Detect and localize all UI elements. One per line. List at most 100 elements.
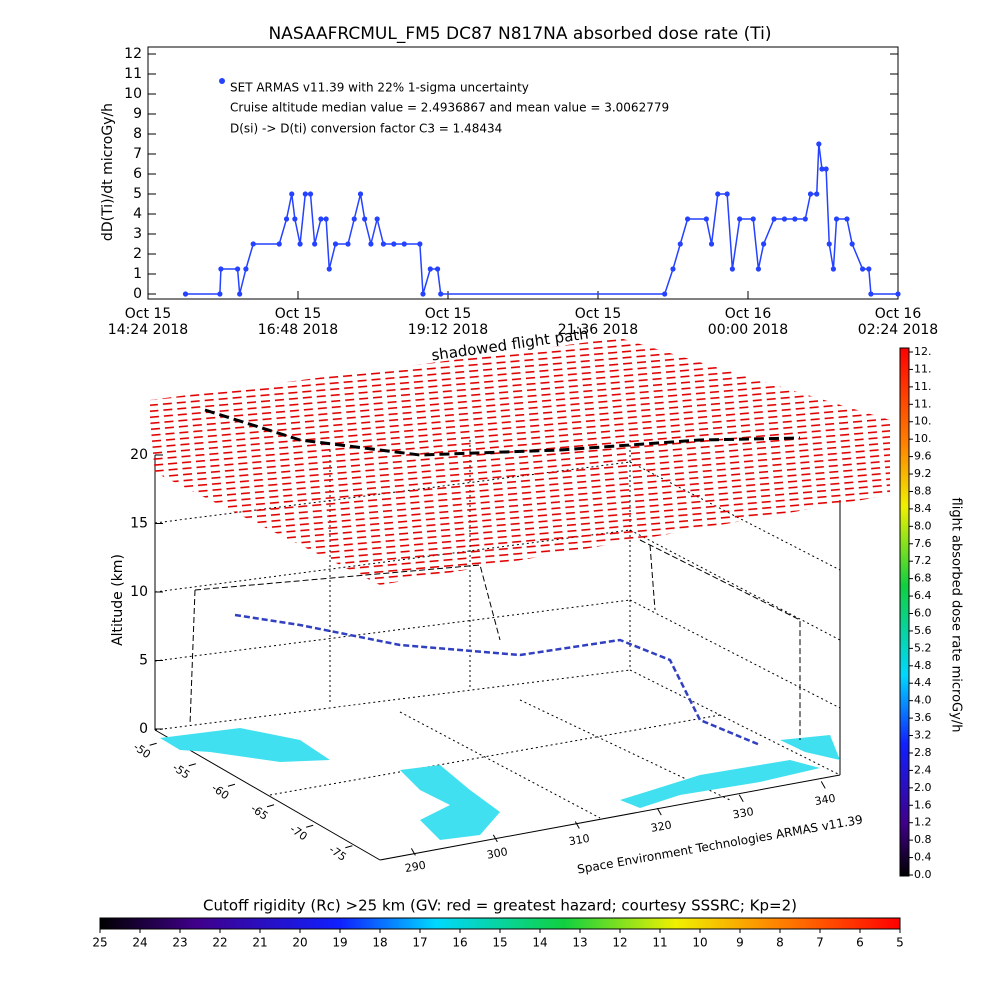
colorbar-tick-label: 8.0: [914, 519, 932, 532]
data-point: [868, 291, 874, 297]
y-tick: [227, 783, 236, 787]
data-point: [332, 241, 339, 247]
chart-title: NASAAFRCMUL_FM5 DC87 N817NA absorbed dos…: [268, 24, 771, 44]
data-point: [217, 291, 223, 297]
x-tick: [820, 781, 826, 789]
colorbar-tick-label: 12.: [914, 345, 932, 358]
data-point: [297, 241, 303, 247]
data-point: [307, 191, 314, 197]
colorbar-tick-label: 6: [856, 936, 864, 950]
x-tick-label: 330: [732, 805, 755, 821]
y-tick-label: -65: [248, 802, 270, 823]
data-point: [374, 216, 380, 222]
y-tick-label: 3: [133, 226, 142, 242]
y-tick-label: -60: [209, 781, 231, 802]
colorbar-tick-label: 7.2: [914, 554, 932, 567]
x-tick: [410, 848, 416, 856]
y-axis-label: dD(Ti)/dt microGy/h: [100, 103, 116, 241]
y-tick: [266, 804, 275, 808]
colorbar-tick-label: 12: [612, 936, 627, 950]
data-point: [401, 241, 407, 247]
z-tick-label: 5: [139, 653, 148, 669]
colorbar-tick-label: 10.: [914, 432, 932, 445]
y-tick-label: 6: [133, 166, 142, 182]
data-point: [318, 216, 324, 222]
plot-frame: [147, 46, 899, 300]
colorbar-tick-label: 4.8: [914, 659, 932, 672]
x-tick-label: Oct 15 14:24 2018: [107, 306, 189, 338]
x-tick: [574, 821, 580, 829]
data-point: [237, 291, 243, 297]
data-point: [819, 166, 825, 172]
x-tick-label: 320: [650, 818, 673, 834]
x-tick-label: Oct 15 16:48 2018: [257, 306, 339, 338]
colorbar-tick-label: 2.8: [914, 746, 932, 759]
colorbar-tick-label: 7.6: [914, 537, 932, 550]
y-tick: [188, 763, 196, 767]
data-point: [826, 241, 832, 247]
x-tick-label: 340: [814, 792, 837, 808]
colorbar-tick-label: 16: [452, 936, 467, 950]
colorbar-label: flight absorbed dose rate microGy/h: [949, 498, 964, 733]
data-point: [755, 266, 762, 272]
colorbar-tick-label: 11.: [914, 362, 932, 375]
colorbar-tick-label: 23: [172, 936, 187, 950]
x-tick: [738, 794, 744, 802]
y-tick-label: 7: [133, 146, 142, 162]
colorbar-tick-label: 0.4: [914, 851, 932, 864]
y-tick-label: 9: [133, 106, 142, 122]
data-point: [250, 241, 256, 247]
x-tick: [656, 807, 662, 816]
data-point: [417, 241, 423, 247]
colorbar-label: Cutoff rigidity (Rc) >25 km (GV: red = g…: [203, 897, 797, 915]
colorbar-tick-label: 22: [212, 936, 227, 950]
data-point: [434, 266, 441, 272]
x-tick: [492, 834, 498, 843]
y-tick: [345, 845, 353, 849]
colorbar-tick-label: 0.0: [914, 868, 932, 881]
x-tick-label: Oct 15 21:36 2018: [557, 306, 639, 338]
data-point: [283, 216, 290, 222]
colorbar-tick-label: 3.2: [914, 729, 932, 742]
data-point: [814, 191, 820, 197]
y-tick-label: 0: [133, 286, 142, 302]
colorbar-tick-label: 2.4: [914, 763, 932, 776]
y-tick-label: 2: [133, 246, 142, 262]
colorbar-tick-label: 19: [332, 936, 347, 950]
legend-label: SET ARMAS v11.39 with 22% 1-sigma uncert…: [230, 81, 529, 95]
colorbar-tick-label: 20: [292, 936, 307, 950]
colorbar-tick-label: 13: [572, 936, 587, 950]
y-tick: [149, 742, 157, 746]
colorbar-tick-label: 7: [816, 936, 824, 950]
colorbar-tick-label: 18: [372, 936, 387, 950]
data-point: [243, 266, 249, 272]
annotation: Cruise altitude median value = 2.4936867…: [230, 101, 669, 115]
colorbar-tick-label: 9.2: [914, 467, 932, 480]
data-point: [677, 241, 683, 247]
colorbar-tick-label: 9: [736, 936, 744, 950]
legend-marker: [219, 78, 225, 84]
data-point: [724, 191, 730, 197]
data-point: [830, 266, 837, 272]
data-point: [438, 291, 444, 297]
data-point: [312, 241, 318, 247]
colorbar-tick-label: 15: [492, 936, 507, 950]
colorbar-tick-label: 9.6: [914, 450, 932, 463]
y-tick-label: 12: [124, 46, 142, 62]
x-tick-label: 290: [404, 859, 427, 875]
data-point: [276, 241, 282, 247]
data-point: [357, 191, 364, 197]
colorbar-tick-label: 8.8: [914, 484, 932, 497]
data-point: [715, 191, 721, 197]
colorbar-tick-label: 6.8: [914, 572, 932, 585]
colorbar-tick-label: 5.6: [914, 624, 932, 637]
colorbar-tick-label: 2.0: [914, 781, 932, 794]
x-tick-label: 300: [486, 845, 509, 861]
colorbar-tick-label: 8.4: [914, 502, 932, 515]
data-line: [185, 143, 898, 295]
data-point: [292, 216, 298, 222]
data-point: [866, 266, 872, 272]
colorbar-tick-label: 11: [652, 936, 667, 950]
data-point: [391, 241, 397, 247]
colorbar: [99, 917, 901, 930]
